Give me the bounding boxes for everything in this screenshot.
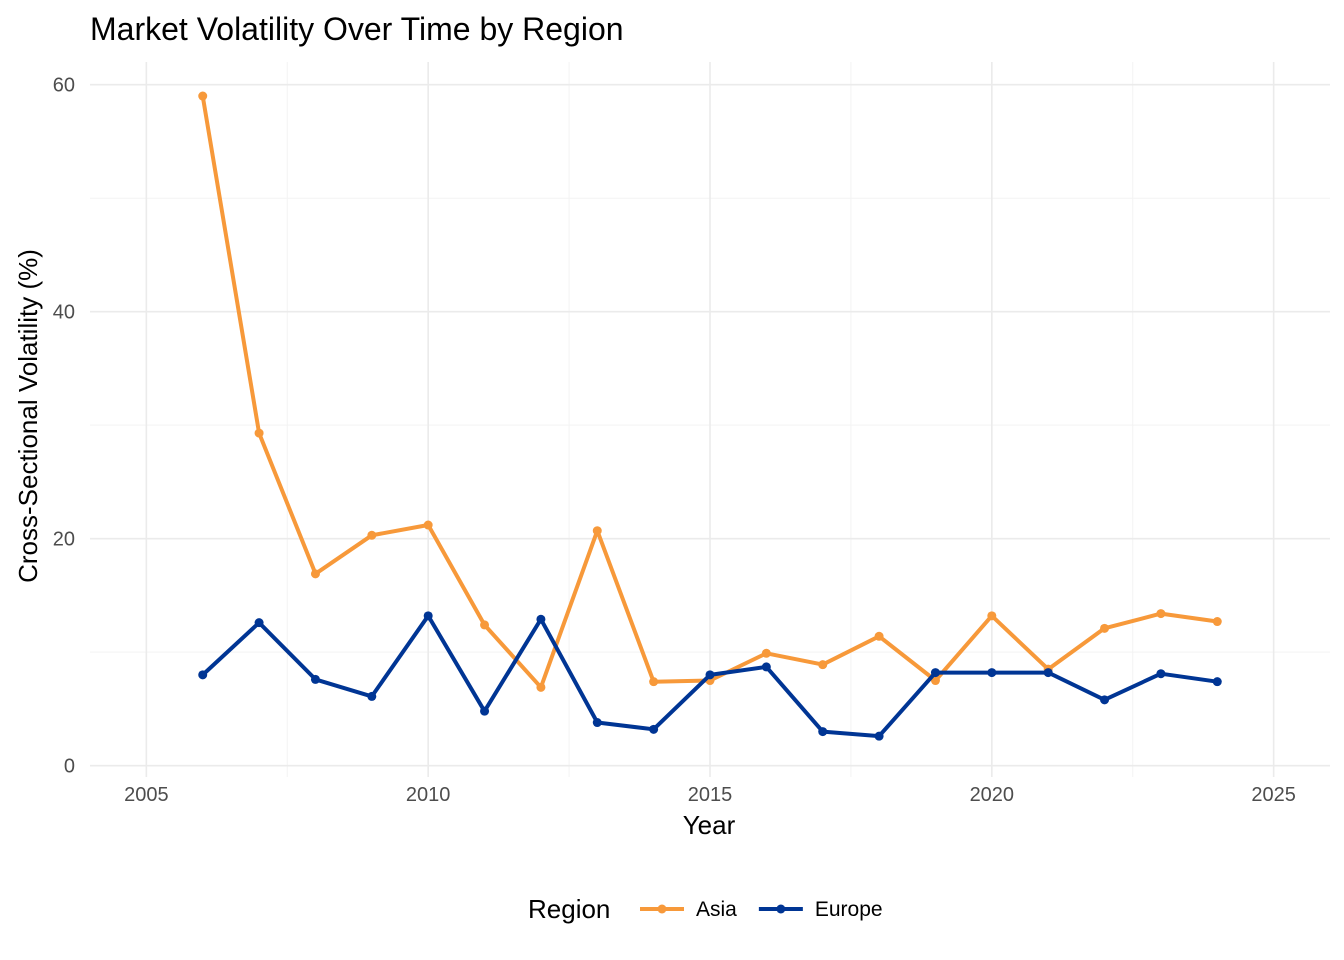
x-tick-label: 2010 (406, 784, 451, 806)
data-point-asia (254, 428, 264, 438)
series-layer (198, 91, 1222, 741)
legend-key-point (776, 904, 786, 914)
data-point-asia (930, 676, 940, 686)
y-tick-label: 60 (53, 75, 75, 97)
x-tick-label: 2015 (688, 784, 733, 806)
data-point-asia (874, 631, 884, 641)
y-tick-label: 20 (53, 529, 75, 551)
data-point-europe (254, 618, 264, 628)
legend-label: Asia (696, 898, 737, 921)
legend-item-asia: Asia (640, 898, 737, 921)
data-point-asia (987, 611, 997, 621)
data-point-europe (818, 727, 828, 737)
data-point-asia (310, 569, 320, 579)
data-point-europe (198, 670, 208, 680)
data-point-europe (367, 691, 377, 701)
data-point-europe (649, 724, 659, 734)
data-point-europe (705, 670, 715, 680)
data-point-asia (423, 520, 433, 530)
data-point-europe (480, 706, 490, 716)
data-point-europe (1212, 677, 1222, 687)
x-axis-title: Year (683, 810, 736, 840)
data-point-asia (1100, 623, 1110, 633)
data-point-asia (367, 530, 377, 540)
data-point-europe (1156, 669, 1166, 679)
y-tick-label: 40 (53, 302, 75, 324)
data-point-europe (874, 731, 884, 741)
data-point-asia (761, 648, 771, 658)
chart-title: Market Volatility Over Time by Region (90, 11, 624, 47)
data-point-asia (649, 677, 659, 687)
legend-label: Europe (815, 898, 883, 921)
data-point-europe (310, 674, 320, 684)
legend-key-point (657, 904, 667, 914)
x-tick-label: 2005 (124, 784, 169, 806)
data-point-europe (761, 662, 771, 672)
data-point-europe (423, 611, 433, 621)
data-point-asia (592, 526, 602, 536)
legend-title: Region (528, 894, 610, 924)
data-point-europe (1100, 695, 1110, 705)
data-point-europe (592, 718, 602, 728)
legend-item-europe: Europe (758, 898, 883, 921)
legend: Region Asia Europe (528, 894, 883, 924)
y-axis-title: Cross-Sectional Volatility (%) (13, 249, 43, 583)
data-point-europe (930, 668, 940, 678)
y-tick-label: 0 (64, 756, 75, 778)
x-tick-label: 2025 (1251, 784, 1296, 806)
data-point-europe (987, 668, 997, 678)
x-axis-ticks: 2005 2010 2015 2020 2025 (124, 784, 1296, 806)
data-point-asia (536, 682, 546, 692)
data-point-asia (1156, 609, 1166, 619)
data-point-europe (1043, 668, 1053, 678)
y-axis-ticks: 0 20 40 60 (53, 75, 75, 778)
data-point-asia (818, 660, 828, 670)
data-point-asia (1212, 617, 1222, 627)
grid (90, 62, 1330, 777)
x-tick-label: 2020 (970, 784, 1015, 806)
data-point-asia (198, 91, 208, 101)
data-point-asia (480, 620, 490, 630)
data-point-europe (536, 614, 546, 624)
